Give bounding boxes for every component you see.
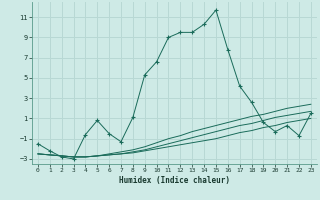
X-axis label: Humidex (Indice chaleur): Humidex (Indice chaleur) — [119, 176, 230, 185]
